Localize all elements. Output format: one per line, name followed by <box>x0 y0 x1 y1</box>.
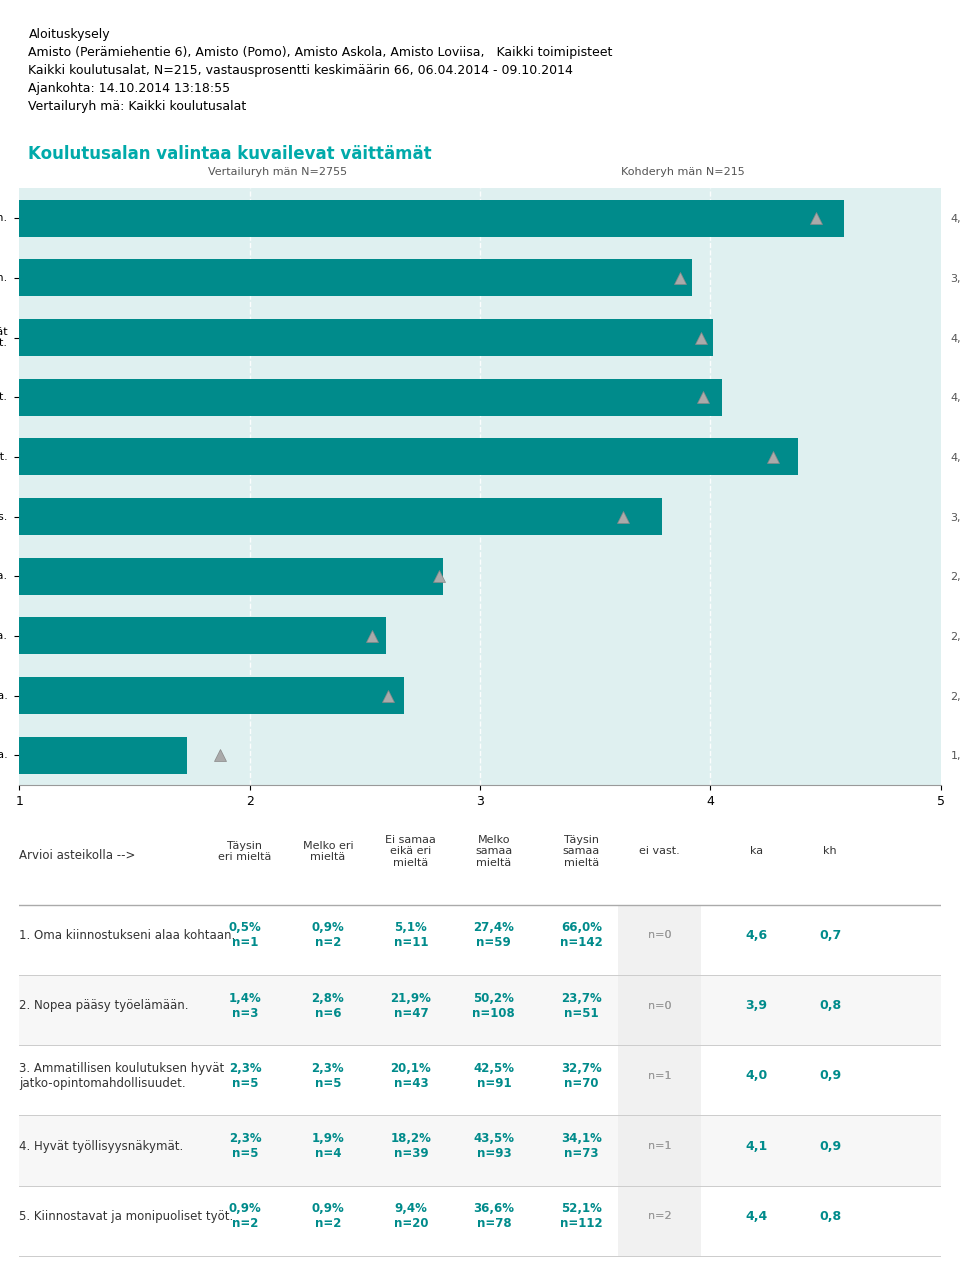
Text: 5=Täysin samaa mieltä: 5=Täysin samaa mieltä <box>572 901 703 911</box>
Text: n=0: n=0 <box>648 1000 671 1010</box>
Bar <box>19 200 844 236</box>
Text: 20,1%
n=43: 20,1% n=43 <box>391 1061 431 1089</box>
Text: n=0: n=0 <box>648 930 671 941</box>
Text: 2=Melko eri mieltä: 2=Melko eri mieltä <box>185 901 291 911</box>
Text: Täysin
eri mieltä: Täysin eri mieltä <box>218 840 272 862</box>
Text: 0,5%
n=1: 0,5% n=1 <box>228 921 261 949</box>
Text: 21,9%
n=47: 21,9% n=47 <box>391 991 431 1019</box>
Text: kh: kh <box>824 846 837 857</box>
Text: n=0: n=0 <box>648 930 671 941</box>
Text: 0,9%
n=2: 0,9% n=2 <box>312 1202 345 1230</box>
Text: 4,6: 4,6 <box>745 929 768 942</box>
Text: 1,4%
n=3: 1,4% n=3 <box>228 991 261 1019</box>
Text: 0,8: 0,8 <box>819 999 841 1012</box>
Text: Melko
samaa
mieltä: Melko samaa mieltä <box>475 835 513 868</box>
Bar <box>19 1186 941 1256</box>
Bar <box>19 438 798 475</box>
Text: ei vast.: ei vast. <box>639 846 680 857</box>
Text: 0,9: 0,9 <box>819 1069 841 1083</box>
Text: 32,7%
n=70: 32,7% n=70 <box>561 1061 602 1089</box>
Bar <box>618 905 701 1256</box>
Bar <box>19 498 662 535</box>
Text: n=1: n=1 <box>648 1070 671 1080</box>
Text: ka: ka <box>750 846 763 857</box>
Text: 3=Ei samaa eikä eri mieltä: 3=Ei samaa eikä eri mieltä <box>185 934 336 944</box>
Text: 1. Oma kiinnostukseni alaa kohtaan.: 1. Oma kiinnostukseni alaa kohtaan. <box>19 929 235 942</box>
Text: 2,3%
n=5: 2,3% n=5 <box>228 1061 261 1089</box>
Bar <box>19 807 941 905</box>
Text: 5,1%
n=11: 5,1% n=11 <box>394 921 428 949</box>
Text: n=1: n=1 <box>648 1141 671 1152</box>
Text: 0,9%
n=2: 0,9% n=2 <box>228 1202 261 1230</box>
Text: Arvioi asteikolla -->: Arvioi asteikolla --> <box>19 849 135 863</box>
Text: n=1: n=1 <box>648 1070 671 1080</box>
Text: Täysin
samaa
mieltä: Täysin samaa mieltä <box>563 835 600 868</box>
Text: 2,8%
n=6: 2,8% n=6 <box>312 991 345 1019</box>
Text: 0,9: 0,9 <box>819 1140 841 1153</box>
Text: 2,3%
n=5: 2,3% n=5 <box>312 1061 345 1089</box>
Text: n=2: n=2 <box>648 1211 672 1221</box>
Bar <box>19 737 187 774</box>
Text: 0,9%
n=2: 0,9% n=2 <box>312 921 345 949</box>
Text: 42,5%
n=91: 42,5% n=91 <box>473 1061 515 1089</box>
Text: 66,0%
n=142: 66,0% n=142 <box>560 921 603 949</box>
Text: 0,7: 0,7 <box>819 929 841 942</box>
Text: 1,9%
n=4: 1,9% n=4 <box>312 1132 345 1160</box>
Text: Ei samaa
eikä eri
mieltä: Ei samaa eikä eri mieltä <box>386 835 436 868</box>
Bar <box>19 379 722 416</box>
Text: n=2: n=2 <box>648 1211 672 1221</box>
Text: 50,2%
n=108: 50,2% n=108 <box>472 991 516 1019</box>
Text: 9,4%
n=20: 9,4% n=20 <box>394 1202 428 1230</box>
Bar <box>19 1116 941 1186</box>
Text: Koulutusalan valintaa kuvailevat väittämät: Koulutusalan valintaa kuvailevat väittäm… <box>29 145 432 163</box>
Bar <box>19 259 692 296</box>
Text: 43,5%
n=93: 43,5% n=93 <box>473 1132 515 1160</box>
Bar <box>19 905 941 975</box>
Text: 3. Ammatillisen koulutuksen hyvät
jatko-opintomahdollisuudet.: 3. Ammatillisen koulutuksen hyvät jatko-… <box>19 1061 225 1089</box>
Text: 18,2%
n=39: 18,2% n=39 <box>391 1132 431 1160</box>
Bar <box>19 618 386 655</box>
Text: n=0: n=0 <box>648 1000 671 1010</box>
Text: 1=Täysin eri mieltä: 1=Täysin eri mieltä <box>185 868 294 878</box>
Text: Vertailuryh män N=2755: Vertailuryh män N=2755 <box>207 167 347 177</box>
Text: 3,9: 3,9 <box>746 999 767 1012</box>
Text: 34,1%
n=73: 34,1% n=73 <box>561 1132 602 1160</box>
Text: 4,1: 4,1 <box>745 1140 768 1153</box>
Bar <box>19 975 941 1045</box>
Bar <box>19 558 444 595</box>
Bar <box>19 677 404 714</box>
Text: 4,4: 4,4 <box>745 1210 768 1223</box>
Text: 4,0: 4,0 <box>745 1069 768 1083</box>
Text: 2,3%
n=5: 2,3% n=5 <box>228 1132 261 1160</box>
Text: 27,4%
n=59: 27,4% n=59 <box>473 921 515 949</box>
Text: 4=Melko samaa mieltä: 4=Melko samaa mieltä <box>572 868 701 878</box>
Bar <box>19 1045 941 1116</box>
Text: 2. Nopea pääsy työelämään.: 2. Nopea pääsy työelämään. <box>19 999 189 1012</box>
Text: Aloituskysely
Amisto (Perämiehentie 6), Amisto (Pomo), Amisto Askola, Amisto Lov: Aloituskysely Amisto (Perämiehentie 6), … <box>29 28 612 113</box>
Text: Kohderyh män N=215: Kohderyh män N=215 <box>621 167 745 177</box>
Text: 5. Kiinnostavat ja monipuoliset työt.: 5. Kiinnostavat ja monipuoliset työt. <box>19 1210 233 1223</box>
Text: 36,6%
n=78: 36,6% n=78 <box>473 1202 515 1230</box>
Text: 0,8: 0,8 <box>819 1210 841 1223</box>
Text: 4. Hyvät työllisyysnäkymät.: 4. Hyvät työllisyysnäkymät. <box>19 1140 183 1153</box>
Text: 23,7%
n=51: 23,7% n=51 <box>561 991 602 1019</box>
Text: Melko eri
mieltä: Melko eri mieltä <box>302 840 353 862</box>
Text: 52,1%
n=112: 52,1% n=112 <box>560 1202 603 1230</box>
Text: n=1: n=1 <box>648 1141 671 1152</box>
Bar <box>19 319 712 356</box>
